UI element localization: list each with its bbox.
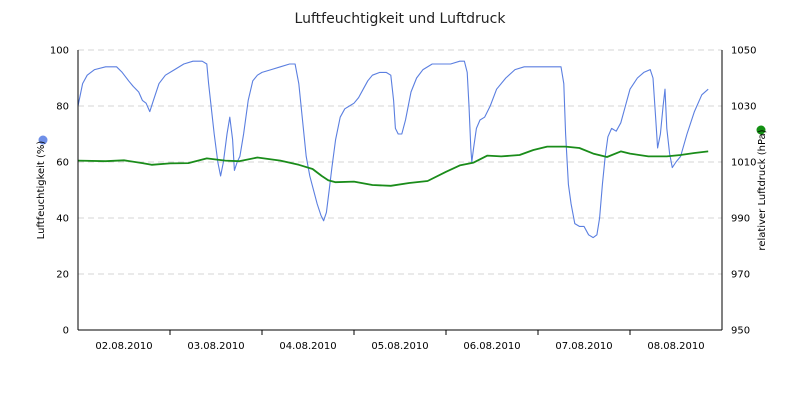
y-left-tick-label: 40 xyxy=(56,214,69,225)
legend-right xyxy=(756,125,766,135)
x-tick-label: 07.08.2010 xyxy=(555,341,612,352)
y-axis-right-title: relativer Luftdruck (hPa) xyxy=(757,129,768,250)
y-right-tick-label: 1030 xyxy=(731,102,756,113)
pressure-legend-dot xyxy=(756,125,766,135)
series-layer xyxy=(77,60,709,239)
y-left-tick-label: 0 xyxy=(63,326,69,337)
y-axis-left-title: Luftfeuchtigkeit (%) xyxy=(36,141,47,240)
series-line-pressure xyxy=(77,145,709,187)
x-tick-label: 08.08.2010 xyxy=(647,341,704,352)
y-right-tick-label: 1010 xyxy=(731,158,756,169)
y-right-tick-label: 970 xyxy=(731,270,750,281)
axes xyxy=(77,50,723,331)
tick-labels: 0 20 40 60 80 100 950 970 990 1010 1030 1050 02.08.2… xyxy=(50,46,757,353)
gridlines xyxy=(78,49,722,275)
x-tick-label: 03.08.2010 xyxy=(187,341,244,352)
y-left-tick-label: 20 xyxy=(56,270,69,281)
x-tick-label: 05.08.2010 xyxy=(371,341,428,352)
x-tick-label: 06.08.2010 xyxy=(463,341,520,352)
chart-title: Luftfeuchtigkeit und Luftdruck xyxy=(295,11,507,27)
y-left-tick-label: 60 xyxy=(56,158,69,169)
humidity-legend-dot xyxy=(38,135,48,145)
legend-left xyxy=(38,135,48,145)
y-left-tick-label: 100 xyxy=(50,46,69,57)
y-right-tick-label: 950 xyxy=(731,326,750,337)
y-right-tick-label: 1050 xyxy=(731,46,756,57)
x-tick-label: 04.08.2010 xyxy=(279,341,336,352)
y-left-tick-label: 80 xyxy=(56,102,69,113)
y-right-tick-label: 990 xyxy=(731,214,750,225)
series-line-humidity xyxy=(77,60,709,239)
x-tick-label: 02.08.2010 xyxy=(95,341,152,352)
